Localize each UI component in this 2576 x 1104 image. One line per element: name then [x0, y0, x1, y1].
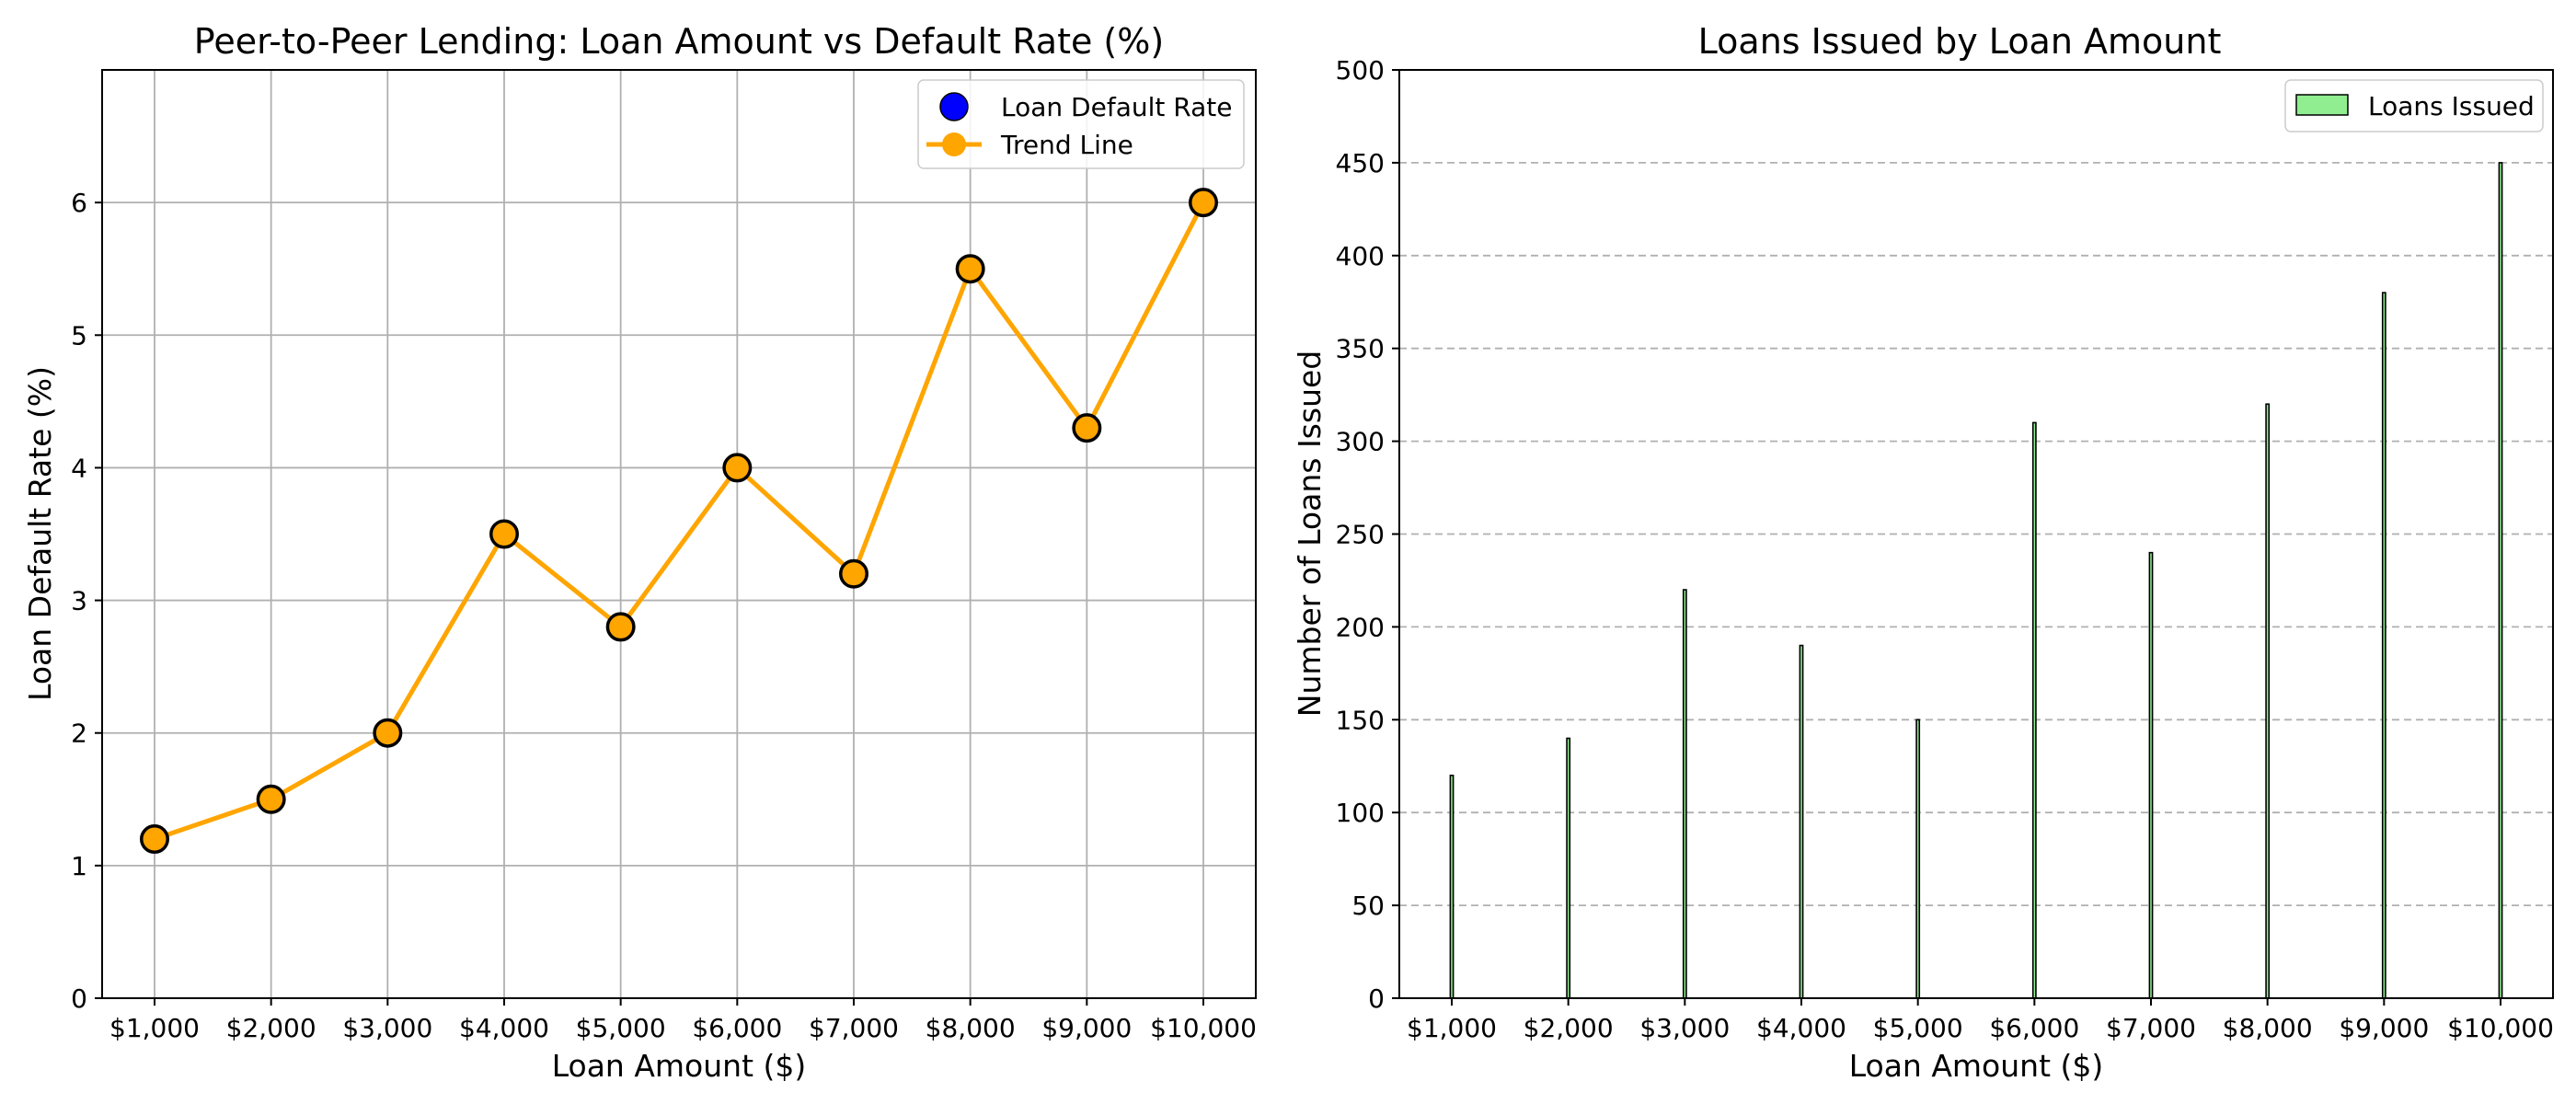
y-tick-label: 300 — [1336, 427, 1385, 457]
legend: Loan Default Rate Trend Line — [917, 79, 1245, 169]
y-tick-label: 0 — [1368, 983, 1385, 1014]
trend-marker — [957, 255, 984, 282]
legend-swatch-loans-issued — [2295, 94, 2349, 116]
x-tick-label: $7,000 — [2106, 1013, 2196, 1043]
x-tick-label: $10,000 — [1150, 1013, 1257, 1043]
y-tick-label: 50 — [1351, 891, 1385, 921]
x-tick-label: $4,000 — [1756, 1013, 1846, 1043]
x-axis-label: Loan Amount ($) — [552, 1048, 807, 1084]
y-tick-label: 0 — [71, 983, 87, 1014]
bar — [1799, 644, 1804, 999]
x-tick-label: $8,000 — [926, 1013, 1016, 1043]
trend-marker — [723, 454, 751, 481]
y-tick-labels: 0 50 100 150 200 250 300 350 400 450 500 — [1336, 55, 1399, 1014]
legend-label-loans-issued: Loans Issued — [2368, 91, 2535, 121]
y-tick-label: 200 — [1336, 612, 1385, 642]
y-tick-label: 2 — [71, 719, 87, 749]
trend-marker — [374, 719, 401, 747]
x-tick-label: $5,000 — [576, 1013, 666, 1043]
chart-title: Peer-to-Peer Lending: Loan Amount vs Def… — [194, 21, 1164, 62]
y-tick-label: 150 — [1336, 705, 1385, 735]
x-tick-labels: $1,000 $2,000 $3,000 $4,000 $5,000 $6,000 $7,0… — [109, 998, 1257, 1043]
x-tick-label: $2,000 — [226, 1013, 316, 1043]
bar — [2148, 551, 2154, 999]
trend-marker — [1190, 189, 1217, 216]
y-tick-label: 5 — [71, 320, 87, 351]
y-axis-label: Number of Loans Issued — [1292, 351, 1328, 717]
legend-box — [917, 79, 1245, 169]
y-tick-labels: 0 1 2 3 4 5 6 — [71, 188, 102, 1014]
legend-label-trend: Trend Line — [1000, 130, 1133, 160]
x-tick-label: $10,000 — [2447, 1013, 2554, 1043]
x-tick-label: $3,000 — [342, 1013, 432, 1043]
chart-title: Loans Issued by Loan Amount — [1698, 21, 2222, 62]
trend-marker — [1073, 414, 1100, 442]
bar — [2381, 292, 2386, 999]
bar — [1682, 589, 1687, 999]
legend-label-default-rate: Loan Default Rate — [1001, 92, 1232, 122]
trend-marker — [258, 786, 285, 813]
default-rate-points — [140, 188, 1218, 855]
x-tick-label: $3,000 — [1639, 1013, 1730, 1043]
x-tick-label: $1,000 — [109, 1013, 200, 1043]
legend: Loans Issued — [2284, 79, 2544, 132]
x-tick-label: $9,000 — [2339, 1013, 2429, 1043]
legend-marker-trend — [942, 132, 966, 156]
bar — [1915, 719, 1921, 999]
bar — [2498, 162, 2503, 999]
x-tick-label: $5,000 — [1873, 1013, 1963, 1043]
loans-issued-bars — [1449, 162, 2503, 999]
x-axis-label: Loan Amount ($) — [1849, 1048, 2104, 1084]
y-tick-label: 350 — [1336, 334, 1385, 364]
bar — [1566, 737, 1571, 999]
x-tick-label: $4,000 — [459, 1013, 549, 1043]
x-tick-label: $2,000 — [1524, 1013, 1614, 1043]
plot-frame — [101, 69, 1257, 999]
bar — [1449, 775, 1455, 999]
x-tick-label: $6,000 — [1989, 1013, 2079, 1043]
x-tick-labels: $1,000 $2,000 $3,000 $4,000 $5,000 $6,000 $7,0… — [1407, 998, 2554, 1043]
y-tick-label: 3 — [71, 586, 87, 616]
trend-marker — [607, 613, 635, 640]
y-tick-label: 100 — [1336, 798, 1385, 828]
x-tick-label: $7,000 — [809, 1013, 899, 1043]
y-tick-label: 6 — [71, 188, 87, 218]
y-tick-label: 450 — [1336, 148, 1385, 178]
y-tick-label: 1 — [71, 851, 87, 881]
y-tick-label: 500 — [1336, 55, 1385, 86]
x-tick-label: $9,000 — [1041, 1013, 1132, 1043]
trend-line-series — [154, 201, 1206, 842]
trend-marker — [490, 521, 518, 547]
trend-marker — [840, 560, 868, 588]
bar — [2265, 403, 2271, 999]
x-tick-label: $1,000 — [1407, 1013, 1497, 1043]
y-axis-label: Loan Default Rate (%) — [22, 366, 58, 701]
default-rate-chart: Peer-to-Peer Lending: Loan Amount vs Def… — [22, 21, 1257, 1084]
grid — [102, 70, 1256, 999]
y-tick-label: 250 — [1336, 520, 1385, 550]
legend-box — [2284, 79, 2544, 132]
trend-marker — [141, 825, 168, 853]
legend-marker-default-rate — [939, 92, 969, 121]
y-tick-label: 400 — [1336, 241, 1385, 271]
grid — [1399, 161, 2553, 906]
trend-line — [154, 201, 1206, 842]
bar — [2031, 421, 2037, 999]
x-tick-label: $8,000 — [2223, 1013, 2313, 1043]
y-tick-label: 4 — [71, 453, 87, 483]
loans-issued-chart: Loans Issued by Loan Amount $1,000 $2,000… — [1292, 21, 2554, 1084]
x-tick-label: $6,000 — [692, 1013, 782, 1043]
